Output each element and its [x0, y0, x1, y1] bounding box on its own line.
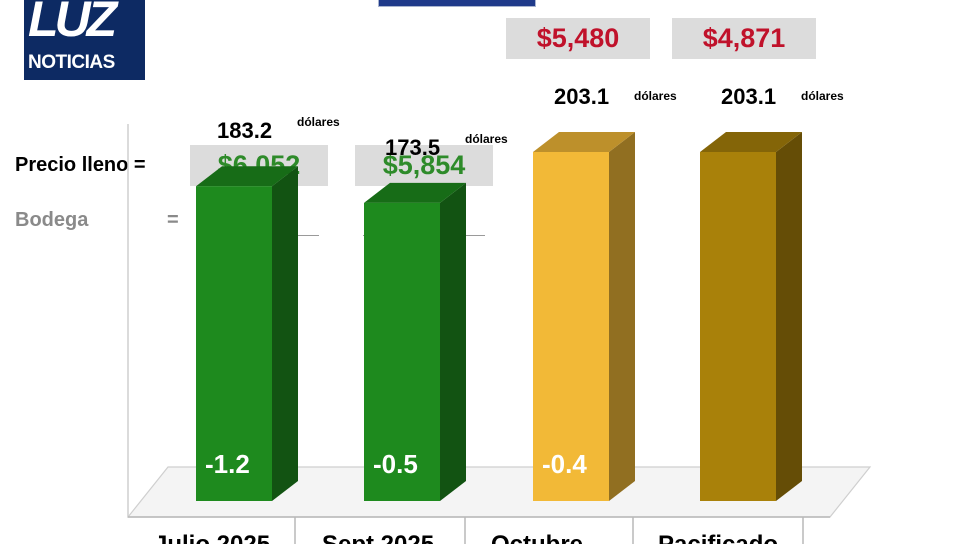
precio-lleno-label: Precio lleno =: [15, 154, 146, 176]
bar: [196, 186, 272, 501]
category-label: Julio 2025: [154, 533, 270, 544]
bar-top: [364, 182, 466, 203]
category-label: Octubre: [491, 533, 583, 544]
bar: [533, 152, 609, 501]
bar: [364, 202, 440, 501]
bar-side: [609, 132, 635, 501]
top-price-octubre: $5,480: [506, 18, 650, 59]
bodega-equals: =: [167, 209, 179, 231]
bar-change-label: -0.4: [542, 449, 587, 479]
bar-value-label: 173.5: [385, 134, 441, 160]
bar-unit-label: dólares: [634, 89, 677, 103]
bar-unit-label: dólares: [801, 89, 844, 103]
bar-top: [533, 132, 635, 152]
bar-value-label: 203.1: [721, 84, 777, 109]
category-label: Pacificado: [658, 533, 778, 544]
bodega-label: Bodega: [15, 209, 89, 231]
bar-change-label: -1.2: [205, 449, 250, 479]
top-banner-edge: [378, 0, 536, 7]
bar-side: [272, 166, 298, 501]
precio-lleno-sept: $5,854: [355, 145, 493, 186]
bar-unit-label: dólares: [297, 115, 340, 130]
bar-top: [196, 166, 298, 187]
logo-mark: LUZ: [28, 0, 117, 47]
bar-value-label: 203.1: [554, 84, 610, 109]
top-price-pacificado: $4,871: [672, 18, 816, 59]
bar-value-label: 183.2: [217, 118, 273, 144]
bar-change-label: -0.5: [373, 449, 418, 479]
logo-subtitle: NOTICIAS: [28, 52, 115, 73]
bar-unit-label: dólares: [465, 131, 508, 146]
bars-group: [196, 132, 802, 501]
bar: [700, 152, 776, 501]
category-label: Sept 2025: [322, 533, 434, 544]
luz-noticias-logo: LUZ NOTICIAS: [24, 0, 145, 80]
bar-side: [776, 132, 802, 501]
bar-top: [700, 132, 802, 152]
bar-side: [440, 182, 466, 501]
